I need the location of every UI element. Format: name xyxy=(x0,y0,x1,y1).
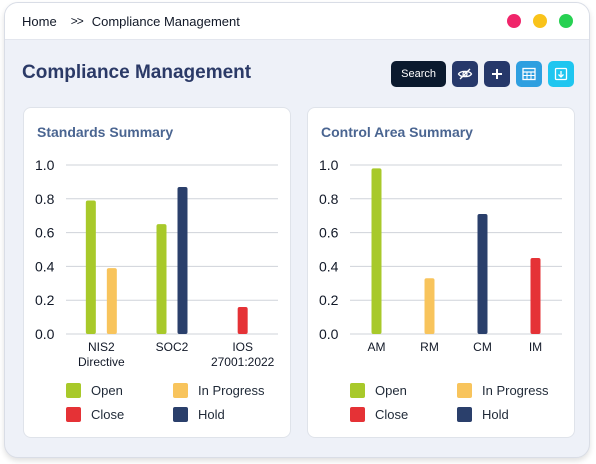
bar-in-progress xyxy=(106,268,117,334)
legend-hold[interactable]: Hold xyxy=(173,407,225,422)
legend-open[interactable]: Open xyxy=(350,383,407,398)
legend-swatch xyxy=(350,383,365,398)
control-area-summary-chart: 0.0 0.2 0.4 0.6 0.8 1.0 AM RM CM IM xyxy=(319,157,562,354)
y-tick-label: 1.0 xyxy=(319,157,339,173)
y-tick-label: 0.4 xyxy=(319,258,339,274)
x-category-label: NIS2 xyxy=(88,340,115,354)
toolbar: Search xyxy=(391,61,574,87)
legend-swatch xyxy=(66,383,81,398)
legend-label: Close xyxy=(375,407,409,422)
legend-close[interactable]: Close xyxy=(350,407,408,422)
legend-swatch xyxy=(457,407,472,422)
plus-icon xyxy=(492,69,502,79)
legend-in-progress[interactable]: In Progress xyxy=(173,383,264,398)
table-icon xyxy=(522,67,536,81)
top-bar: Home >> Compliance Management xyxy=(5,3,589,40)
y-tick-label: 0.8 xyxy=(35,191,55,207)
window-controls xyxy=(507,14,573,28)
legend-swatch xyxy=(66,407,81,422)
y-tick-label: 0.0 xyxy=(319,326,339,342)
y-tick-label: 0.6 xyxy=(319,225,339,241)
minimize-window-dot[interactable] xyxy=(533,14,547,28)
x-category-label: CM xyxy=(473,340,492,354)
download-button[interactable] xyxy=(548,61,574,87)
y-tick-label: 0.8 xyxy=(319,191,339,207)
x-category-label: Directive xyxy=(78,355,125,369)
breadcrumb-current: Compliance Management xyxy=(91,13,240,29)
search-button[interactable]: Search xyxy=(391,61,446,87)
table-view-button[interactable] xyxy=(516,61,542,87)
close-window-dot[interactable] xyxy=(507,14,521,28)
bar-open xyxy=(85,200,96,334)
page-title: Compliance Management xyxy=(22,62,252,83)
y-tick-label: 0.4 xyxy=(35,258,55,274)
bar-close xyxy=(530,257,541,334)
app-window: Home >> Compliance Management Compliance… xyxy=(4,2,590,458)
download-icon xyxy=(554,67,568,81)
legend-label: In Progress xyxy=(198,383,265,398)
legend-label: Open xyxy=(91,383,123,398)
control-area-summary-title: Control Area Summary xyxy=(321,124,473,140)
x-category-label: RM xyxy=(420,340,439,354)
bar-open xyxy=(156,224,167,334)
legend-label: Open xyxy=(375,383,407,398)
y-tick-label: 0.2 xyxy=(35,292,55,308)
toggle-visibility-button[interactable] xyxy=(452,61,478,87)
legend-swatch xyxy=(350,407,365,422)
bar-hold xyxy=(477,214,488,334)
legend-open[interactable]: Open xyxy=(66,383,123,398)
x-category-label: IOS xyxy=(232,340,253,354)
add-button[interactable] xyxy=(484,61,510,87)
x-category-label: SOC2 xyxy=(156,340,189,354)
y-tick-label: 0.0 xyxy=(35,326,55,342)
legend-swatch xyxy=(173,383,188,398)
eye-slash-icon xyxy=(457,68,473,80)
legend-hold[interactable]: Hold xyxy=(457,407,509,422)
legend-label: Hold xyxy=(198,407,225,422)
x-category-label: AM xyxy=(368,340,386,354)
maximize-window-dot[interactable] xyxy=(559,14,573,28)
legend-close[interactable]: Close xyxy=(66,407,124,422)
x-category-label: IM xyxy=(529,340,542,354)
bar-in-progress xyxy=(424,278,435,334)
bar-close xyxy=(237,306,248,334)
legend-label: Close xyxy=(91,407,125,422)
breadcrumb-home[interactable]: Home xyxy=(22,13,57,29)
bar-open xyxy=(371,168,382,334)
legend-in-progress[interactable]: In Progress xyxy=(457,383,548,398)
legend-swatch xyxy=(457,383,472,398)
control-area-summary-card: Control Area Summary 0.0 0.2 0.4 0.6 0.8 1.0 A… xyxy=(307,107,575,438)
legend-label: In Progress xyxy=(482,383,549,398)
y-tick-label: 1.0 xyxy=(35,157,55,173)
bar-hold xyxy=(177,186,188,334)
breadcrumb-separator: >> xyxy=(70,14,84,28)
x-category-label: 27001:2022 xyxy=(211,355,275,369)
standards-summary-card: Standards Summary 0.0 0.2 0.4 0.6 0.8 1.0 NIS2… xyxy=(23,107,291,438)
y-tick-label: 0.6 xyxy=(35,225,55,241)
standards-summary-title: Standards Summary xyxy=(37,124,174,140)
y-tick-label: 0.2 xyxy=(319,292,339,308)
legend-label: Hold xyxy=(482,407,509,422)
legend-swatch xyxy=(173,407,188,422)
